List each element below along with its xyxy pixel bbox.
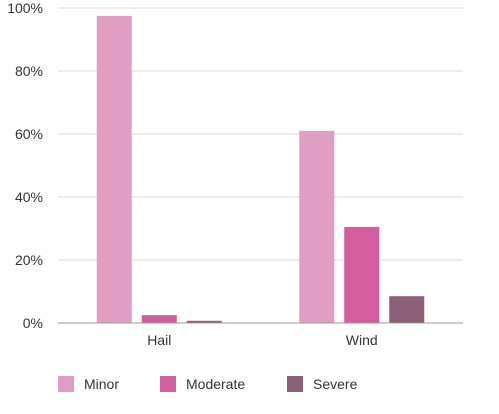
legend-label-minor: Minor (84, 376, 119, 392)
y-tick-label: 40% (15, 189, 43, 205)
category-labels: Hail Wind (147, 332, 378, 348)
legend-label-severe: Severe (313, 376, 358, 392)
bars (96, 15, 425, 323)
legend-swatch-severe (287, 376, 303, 392)
bar-severe-wind (389, 296, 425, 323)
y-tick-label: 60% (15, 126, 43, 142)
bar-minor-wind (299, 130, 335, 323)
y-tick-label: 80% (15, 63, 43, 79)
bar-moderate-wind (344, 226, 380, 323)
legend-swatch-minor (58, 376, 74, 392)
y-tick-label: 20% (15, 252, 43, 268)
bar-moderate-hail (141, 315, 177, 323)
bar-minor-hail (96, 15, 132, 323)
x-tick-label: Wind (346, 332, 378, 348)
x-tick-label: Hail (147, 332, 171, 348)
legend-label-moderate: Moderate (186, 376, 245, 392)
legend: Minor Moderate Severe (58, 376, 358, 392)
y-tick-label: 100% (7, 0, 43, 16)
y-axis-tick-labels: 0% 20% 40% 60% 80% 100% (7, 0, 43, 331)
legend-swatch-moderate (160, 376, 176, 392)
y-tick-label: 0% (23, 315, 43, 331)
bar-severe-hail (186, 320, 222, 323)
